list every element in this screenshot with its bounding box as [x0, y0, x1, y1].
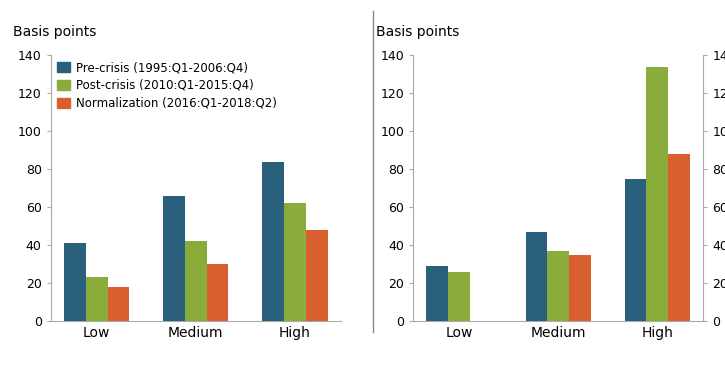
Text: Basis points: Basis points [376, 25, 459, 39]
Legend: Pre-crisis (1995:Q1-2006:Q4), Post-crisis (2010:Q1-2015:Q4), Normalization (2016: Pre-crisis (1995:Q1-2006:Q4), Post-crisi… [57, 61, 276, 110]
Bar [625, 179, 647, 321]
Bar [547, 251, 569, 321]
Bar [185, 241, 207, 321]
Bar [569, 255, 591, 321]
Bar [647, 67, 668, 321]
Bar [207, 264, 228, 321]
Bar [426, 266, 448, 321]
Bar [306, 230, 328, 321]
Bar [284, 203, 306, 321]
Bar [107, 287, 129, 321]
Bar [64, 243, 86, 321]
Bar [86, 277, 107, 321]
Bar [668, 154, 690, 321]
Bar [448, 272, 470, 321]
Bar [163, 196, 185, 321]
Bar [262, 162, 284, 321]
Text: Basis points: Basis points [13, 25, 96, 39]
Bar [526, 232, 547, 321]
